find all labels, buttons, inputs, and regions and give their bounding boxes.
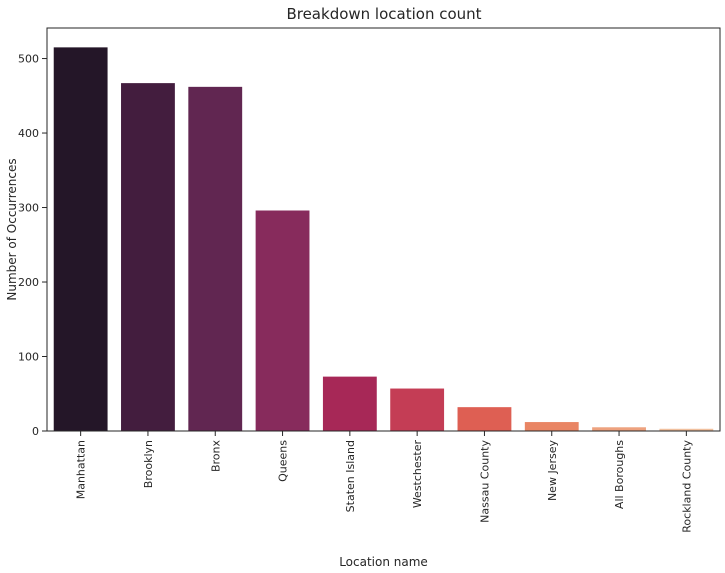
y-tick-label: 300 <box>18 202 39 215</box>
bar-nassau-county <box>457 407 512 431</box>
y-axis-title: Number of Occurrences <box>5 158 19 300</box>
x-axis-title: Location name <box>339 555 428 569</box>
x-tick-label: Brooklyn <box>142 440 155 488</box>
x-tick-label: Rockland County <box>680 440 693 533</box>
y-tick-label: 100 <box>18 351 39 364</box>
x-axis-ticks: Manhattan Brooklyn Bronx Queens Staten Islan… <box>75 431 693 533</box>
x-tick-label: All Boroughs <box>613 440 626 509</box>
bar-queens <box>255 210 310 431</box>
x-tick-label: New Jersey <box>546 440 559 502</box>
bar-brooklyn <box>121 83 175 432</box>
bars <box>53 47 714 432</box>
bar-staten-island <box>322 376 377 431</box>
x-tick-label: Westchester <box>411 440 424 509</box>
y-tick-label: 200 <box>18 276 39 289</box>
bar-rockland-county <box>659 428 714 431</box>
bar-all-boroughs <box>592 427 646 431</box>
x-tick-label: Nassau County <box>478 440 491 523</box>
plot-frame <box>46 27 721 432</box>
chart-title: Breakdown location count <box>286 5 481 23</box>
x-tick-label: Queens <box>277 440 290 482</box>
bar-new-jersey <box>524 422 579 431</box>
x-tick-label: Bronx <box>209 440 222 473</box>
bar-westchester <box>390 388 445 431</box>
bar-manhattan <box>53 47 108 432</box>
x-tick-label: Manhattan <box>75 440 88 499</box>
y-tick-label: 0 <box>32 425 39 438</box>
bar-bronx <box>188 86 243 432</box>
y-tick-label: 500 <box>18 53 39 66</box>
y-tick-label: 400 <box>18 127 39 140</box>
y-axis-ticks: 0 100 200 300 400 500 <box>18 53 47 438</box>
x-tick-label: Staten Island <box>344 440 357 512</box>
